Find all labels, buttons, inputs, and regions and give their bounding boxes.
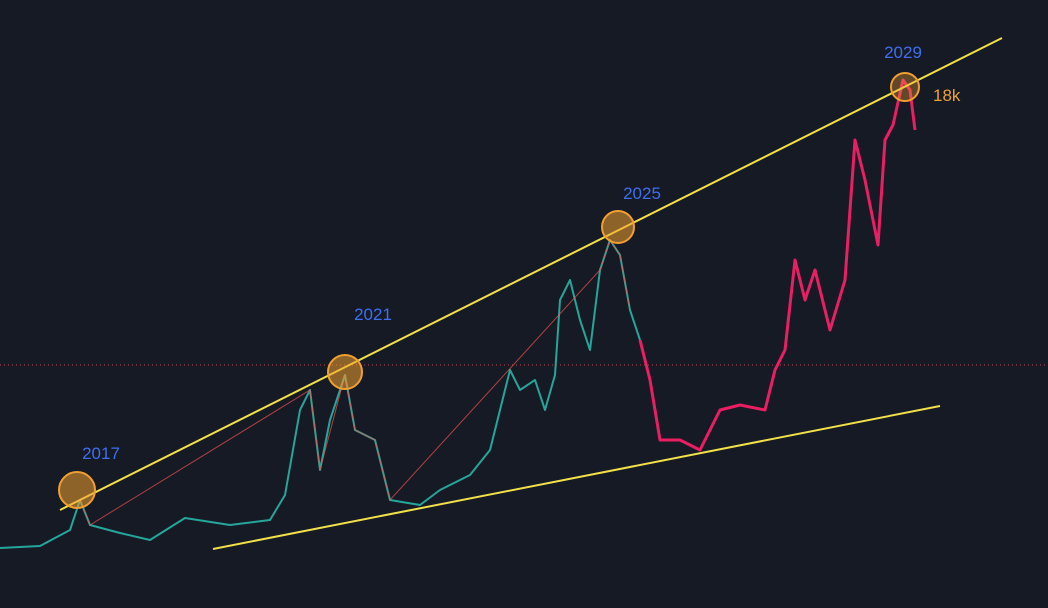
lower-trendline	[212, 405, 941, 550]
touch-marker	[58, 471, 96, 509]
price-annotation: 18k	[933, 86, 961, 105]
year-label: 2025	[623, 184, 661, 203]
year-label: 2029	[884, 43, 922, 62]
touch-marker	[601, 210, 635, 244]
touch-marker	[890, 72, 920, 102]
year-label: 2021	[354, 305, 392, 324]
touch-marker	[327, 354, 363, 390]
year-label: 2017	[82, 444, 120, 463]
upper-trendline	[59, 37, 1003, 511]
projection-path	[638, 78, 917, 452]
